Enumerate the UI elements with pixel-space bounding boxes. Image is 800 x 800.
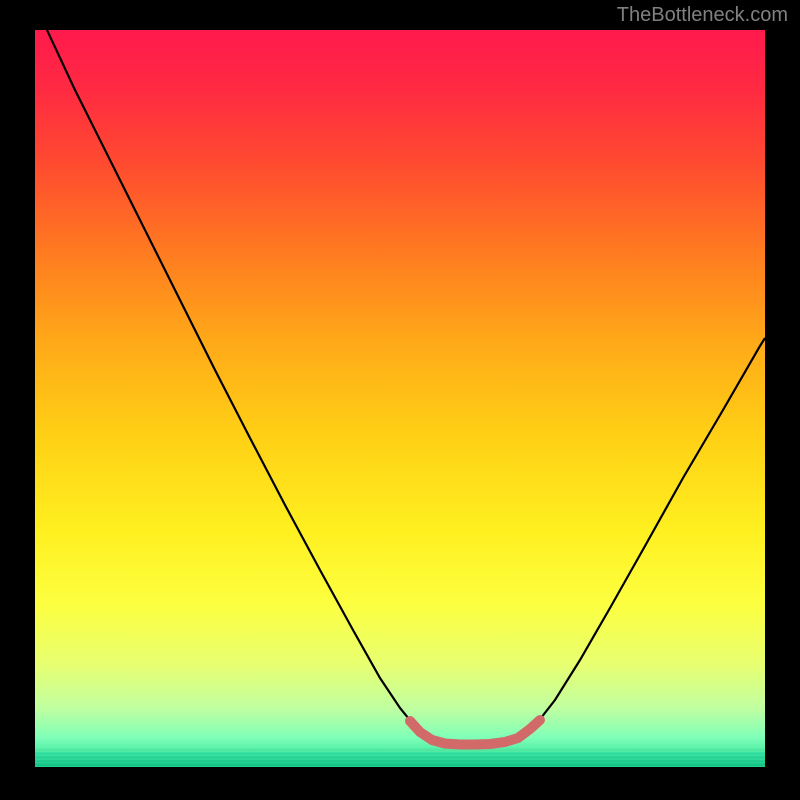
plot-area: [35, 30, 765, 767]
watermark-text: TheBottleneck.com: [617, 4, 788, 27]
chart-frame: TheBottleneck.com: [0, 0, 800, 800]
bottleneck-curve: [35, 30, 765, 767]
